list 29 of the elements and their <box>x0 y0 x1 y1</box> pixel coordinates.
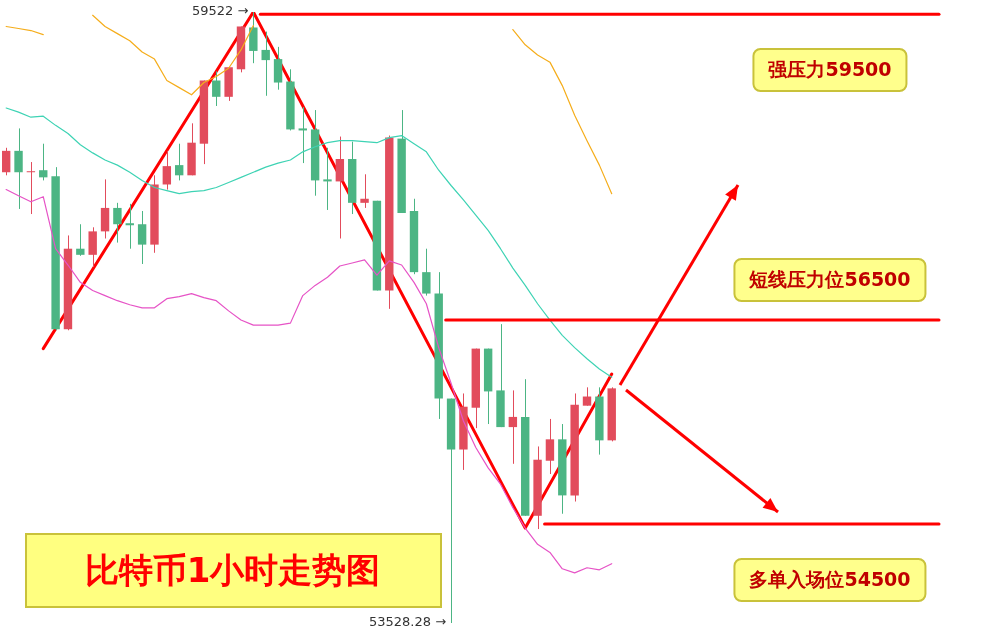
annotation: 59522 → <box>191 3 249 19</box>
candlestick <box>335 136 345 240</box>
candlestick <box>360 173 369 209</box>
candlestick <box>508 389 518 465</box>
candlestick <box>174 143 184 181</box>
candlestick <box>422 248 431 297</box>
candlestick <box>545 418 555 475</box>
candlestick <box>162 150 172 191</box>
candlestick <box>261 31 270 97</box>
candlestick <box>39 143 48 181</box>
candlestick <box>125 203 134 250</box>
candlestick <box>273 46 283 91</box>
candlestick <box>100 178 110 240</box>
candlestick <box>14 127 23 210</box>
candlestick <box>1 147 11 176</box>
candlestick <box>323 147 332 211</box>
candlestick <box>298 106 307 164</box>
text: 比特币1小时走势图 <box>83 550 382 590</box>
annotation: 53528.28 → <box>369 614 447 630</box>
candlestick <box>137 210 147 265</box>
candlestick <box>88 226 97 268</box>
ref-line-label: 多单入场位54500 <box>733 557 927 602</box>
candlestick <box>212 70 221 107</box>
ref-line-label: 短线压力位56500 <box>733 258 927 303</box>
candlestick <box>76 223 85 257</box>
ref-line-label: 强压力59500 <box>752 48 908 93</box>
candlestick <box>113 202 122 244</box>
candlestick <box>249 11 258 64</box>
candlestick <box>582 386 592 407</box>
